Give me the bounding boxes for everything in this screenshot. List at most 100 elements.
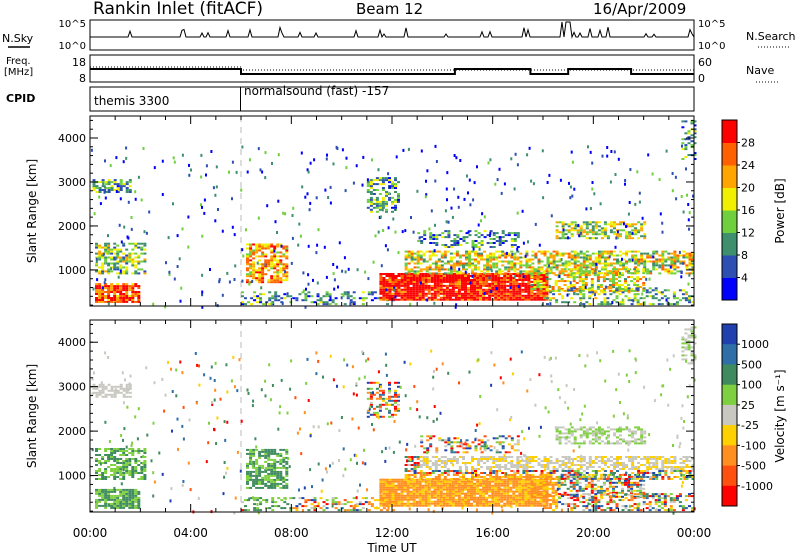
echo-cell (563, 270, 567, 273)
noise-cell (434, 223, 436, 227)
echo-cell (375, 415, 379, 418)
echo-cell (125, 488, 129, 491)
echo-cell (527, 480, 531, 483)
echo-cell (439, 277, 443, 279)
echo-cell (652, 250, 656, 253)
echo-cell (283, 507, 287, 510)
echo-cell (433, 292, 437, 295)
echo-cell (488, 294, 492, 297)
echo-cell (128, 470, 132, 472)
echo-cell (618, 284, 621, 286)
echo-cell (482, 490, 486, 493)
noise-cell (569, 185, 572, 189)
noise-cell (306, 168, 309, 172)
echo-cell (494, 280, 498, 283)
echo-cell (693, 124, 697, 127)
echo-cell (488, 484, 492, 487)
echo-cell (642, 270, 646, 273)
echo-cell (258, 247, 262, 250)
echo-cell (500, 288, 504, 291)
echo-cell (349, 505, 353, 508)
echo-cell (628, 250, 632, 253)
echo-cell (497, 502, 501, 505)
echo-cell (554, 289, 558, 292)
noise-cell (205, 173, 207, 177)
echo-cell (447, 234, 451, 237)
echo-cell (555, 225, 559, 228)
echo-cell (370, 299, 374, 302)
echo-cell (92, 185, 96, 188)
echo-cell (134, 490, 138, 493)
echo-cell (249, 253, 253, 256)
echo-cell (409, 494, 413, 497)
echo-cell (561, 231, 565, 234)
echo-cell (378, 200, 382, 203)
echo-cell (564, 264, 568, 267)
echo-cell (270, 281, 274, 284)
echo-cell (355, 505, 359, 508)
echo-cell (470, 502, 473, 505)
echo-cell (483, 236, 487, 239)
echo-cell (140, 246, 144, 249)
echo-cell (116, 183, 120, 186)
echo-cell (116, 254, 120, 257)
echo-cell (409, 296, 413, 299)
echo-cell (576, 231, 580, 234)
noise-cell (280, 244, 283, 248)
echo-cell (95, 191, 99, 193)
noise-cell (308, 208, 311, 212)
echo-cell (445, 280, 449, 283)
echo-cell (92, 391, 96, 394)
echo-cell (567, 225, 571, 228)
echo-cell (273, 464, 277, 467)
echo-cell (569, 286, 573, 288)
echo-cell (328, 293, 332, 296)
echo-cell (613, 254, 616, 257)
echo-cell (415, 279, 419, 281)
echo-cell (627, 268, 631, 271)
echo-cell (369, 185, 373, 188)
echo-cell (512, 486, 516, 489)
echo-cell (489, 252, 493, 255)
echo-cell (246, 263, 249, 266)
colorbar-segment (722, 255, 737, 278)
noise-cell (434, 179, 437, 183)
echo-cell (379, 482, 383, 485)
echo-cell (473, 492, 476, 495)
echo-cell (400, 486, 404, 489)
echo-cell (666, 297, 670, 300)
echo-cell (385, 275, 389, 277)
echo-cell (409, 504, 413, 507)
echo-cell (573, 264, 577, 267)
noise-cell (107, 234, 109, 238)
echo-cell (627, 299, 631, 302)
echo-cell (675, 297, 679, 300)
echo-cell (573, 250, 577, 253)
echo-cell (630, 272, 634, 275)
echo-cell (116, 295, 120, 297)
echo-cell (682, 254, 686, 257)
echo-cell (394, 275, 398, 277)
echo-cell (693, 142, 697, 145)
noise-cell (685, 167, 687, 171)
echo-cell (125, 498, 129, 501)
echo-cell (651, 289, 655, 292)
echo-cell (95, 488, 98, 491)
echo-cell (482, 494, 486, 497)
echo-cell (101, 179, 105, 182)
echo-cell (512, 482, 516, 485)
echo-cell (137, 256, 141, 259)
echo-cell (125, 470, 129, 472)
echo-cell (588, 291, 592, 294)
echo-cell (688, 301, 691, 304)
echo-cell (104, 448, 108, 450)
echo-cell (573, 256, 577, 259)
echo-cell (585, 225, 589, 228)
echo-cell (457, 296, 461, 299)
echo-cell (261, 281, 265, 284)
echo-cell (515, 500, 519, 503)
echo-cell (107, 285, 111, 288)
echo-cell (576, 264, 580, 267)
echo-cell (119, 478, 123, 480)
noise-cell (205, 164, 208, 168)
